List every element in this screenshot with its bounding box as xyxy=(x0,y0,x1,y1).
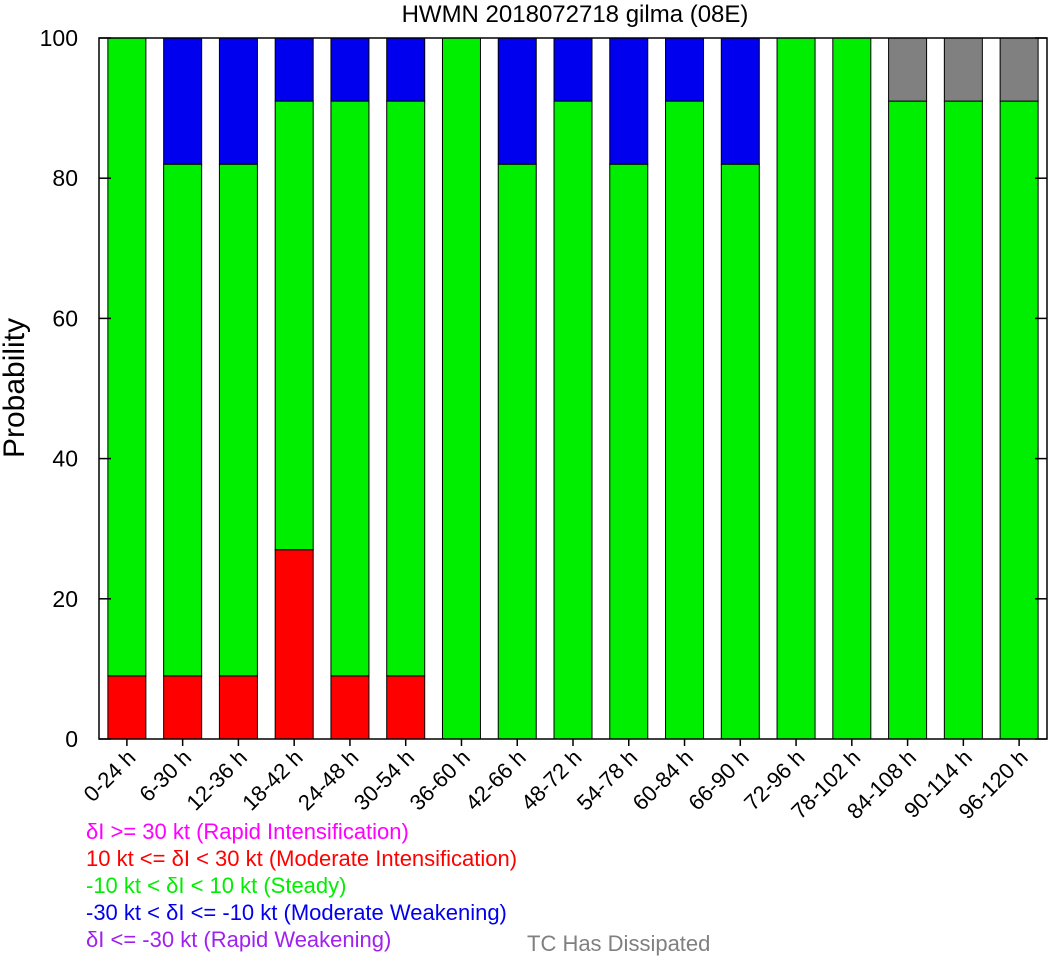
bar-segment xyxy=(274,549,314,740)
y-tick-label: 100 xyxy=(40,25,78,51)
bar-segment xyxy=(609,163,649,740)
bar-segment xyxy=(553,37,593,102)
bar-segment xyxy=(497,163,537,740)
bar-segment xyxy=(888,37,928,102)
bar-segment xyxy=(999,37,1039,102)
legend-steady: -10 kt < δI < 10 kt (Steady) xyxy=(86,873,347,898)
x-tick-label: 18-42 h xyxy=(237,745,307,815)
bar-segment xyxy=(832,37,872,740)
x-tick-label: 42-66 h xyxy=(460,745,530,815)
legend-tc-dissipated: TC Has Dissipated xyxy=(527,931,711,956)
legend: δI >= 30 kt (Rapid Intensification) 10 k… xyxy=(86,818,517,953)
bar-segment xyxy=(665,37,705,102)
bar-segment xyxy=(776,37,816,740)
legend-rapid-intensification: δI >= 30 kt (Rapid Intensification) xyxy=(86,819,409,844)
y-tick-label: 80 xyxy=(52,165,78,191)
bar-segment xyxy=(163,675,203,740)
bar-segment xyxy=(441,37,481,740)
bar-segment xyxy=(274,100,314,551)
y-axis-label: Probability xyxy=(0,318,31,458)
legend-moderate-intensification: 10 kt <= δI < 30 kt (Moderate Intensific… xyxy=(86,846,518,871)
bar-segment xyxy=(386,37,426,102)
bar-segment xyxy=(943,100,983,740)
bar-segment xyxy=(943,37,983,102)
legend-rapid-weakening: δI <= -30 kt (Rapid Weakening) xyxy=(86,927,392,952)
bar-segment xyxy=(999,100,1039,740)
y-tick-label: 60 xyxy=(52,305,78,331)
bar-segment xyxy=(218,163,258,677)
bar-segment xyxy=(218,37,258,165)
x-tick-label: 30-54 h xyxy=(349,745,419,815)
bar-segment xyxy=(553,100,593,740)
bar-segment xyxy=(888,100,928,740)
y-tick-label: 40 xyxy=(52,446,78,472)
x-tick-label: 0-24 h xyxy=(79,745,141,807)
x-tick-label: 12-36 h xyxy=(182,745,252,815)
bar-segment xyxy=(609,37,649,165)
plot-frame xyxy=(98,37,1048,740)
y-tick-label: 0 xyxy=(65,726,78,752)
bar-segment xyxy=(107,37,147,677)
bar-segment xyxy=(720,163,760,740)
bar-group xyxy=(107,37,1039,740)
bar-segment xyxy=(720,37,760,165)
bar-segment xyxy=(218,675,258,740)
bar-segment xyxy=(107,675,147,740)
bar-segment xyxy=(330,37,370,102)
bar-segment xyxy=(386,675,426,740)
x-tick-label: 54-78 h xyxy=(572,745,642,815)
x-tick-label: 48-72 h xyxy=(516,745,586,815)
bar-segment xyxy=(330,100,370,677)
bar-segment xyxy=(274,37,314,102)
bar-segment xyxy=(163,163,203,677)
bar-segment xyxy=(497,37,537,165)
x-tick-label: 36-60 h xyxy=(405,745,475,815)
legend-moderate-weakening: -30 kt < δI <= -10 kt (Moderate Weakenin… xyxy=(86,900,507,925)
bar-segment xyxy=(665,100,705,740)
x-tick-label: 66-90 h xyxy=(683,745,753,815)
x-tick-label: 24-48 h xyxy=(293,745,363,815)
bar-segment xyxy=(163,37,203,165)
bar-segment xyxy=(386,100,426,677)
bar-segment xyxy=(330,675,370,740)
x-tick-label: 60-84 h xyxy=(628,745,698,815)
y-tick-label: 20 xyxy=(52,586,78,612)
chart-title: HWMN 2018072718 gilma (08E) xyxy=(402,1,749,28)
